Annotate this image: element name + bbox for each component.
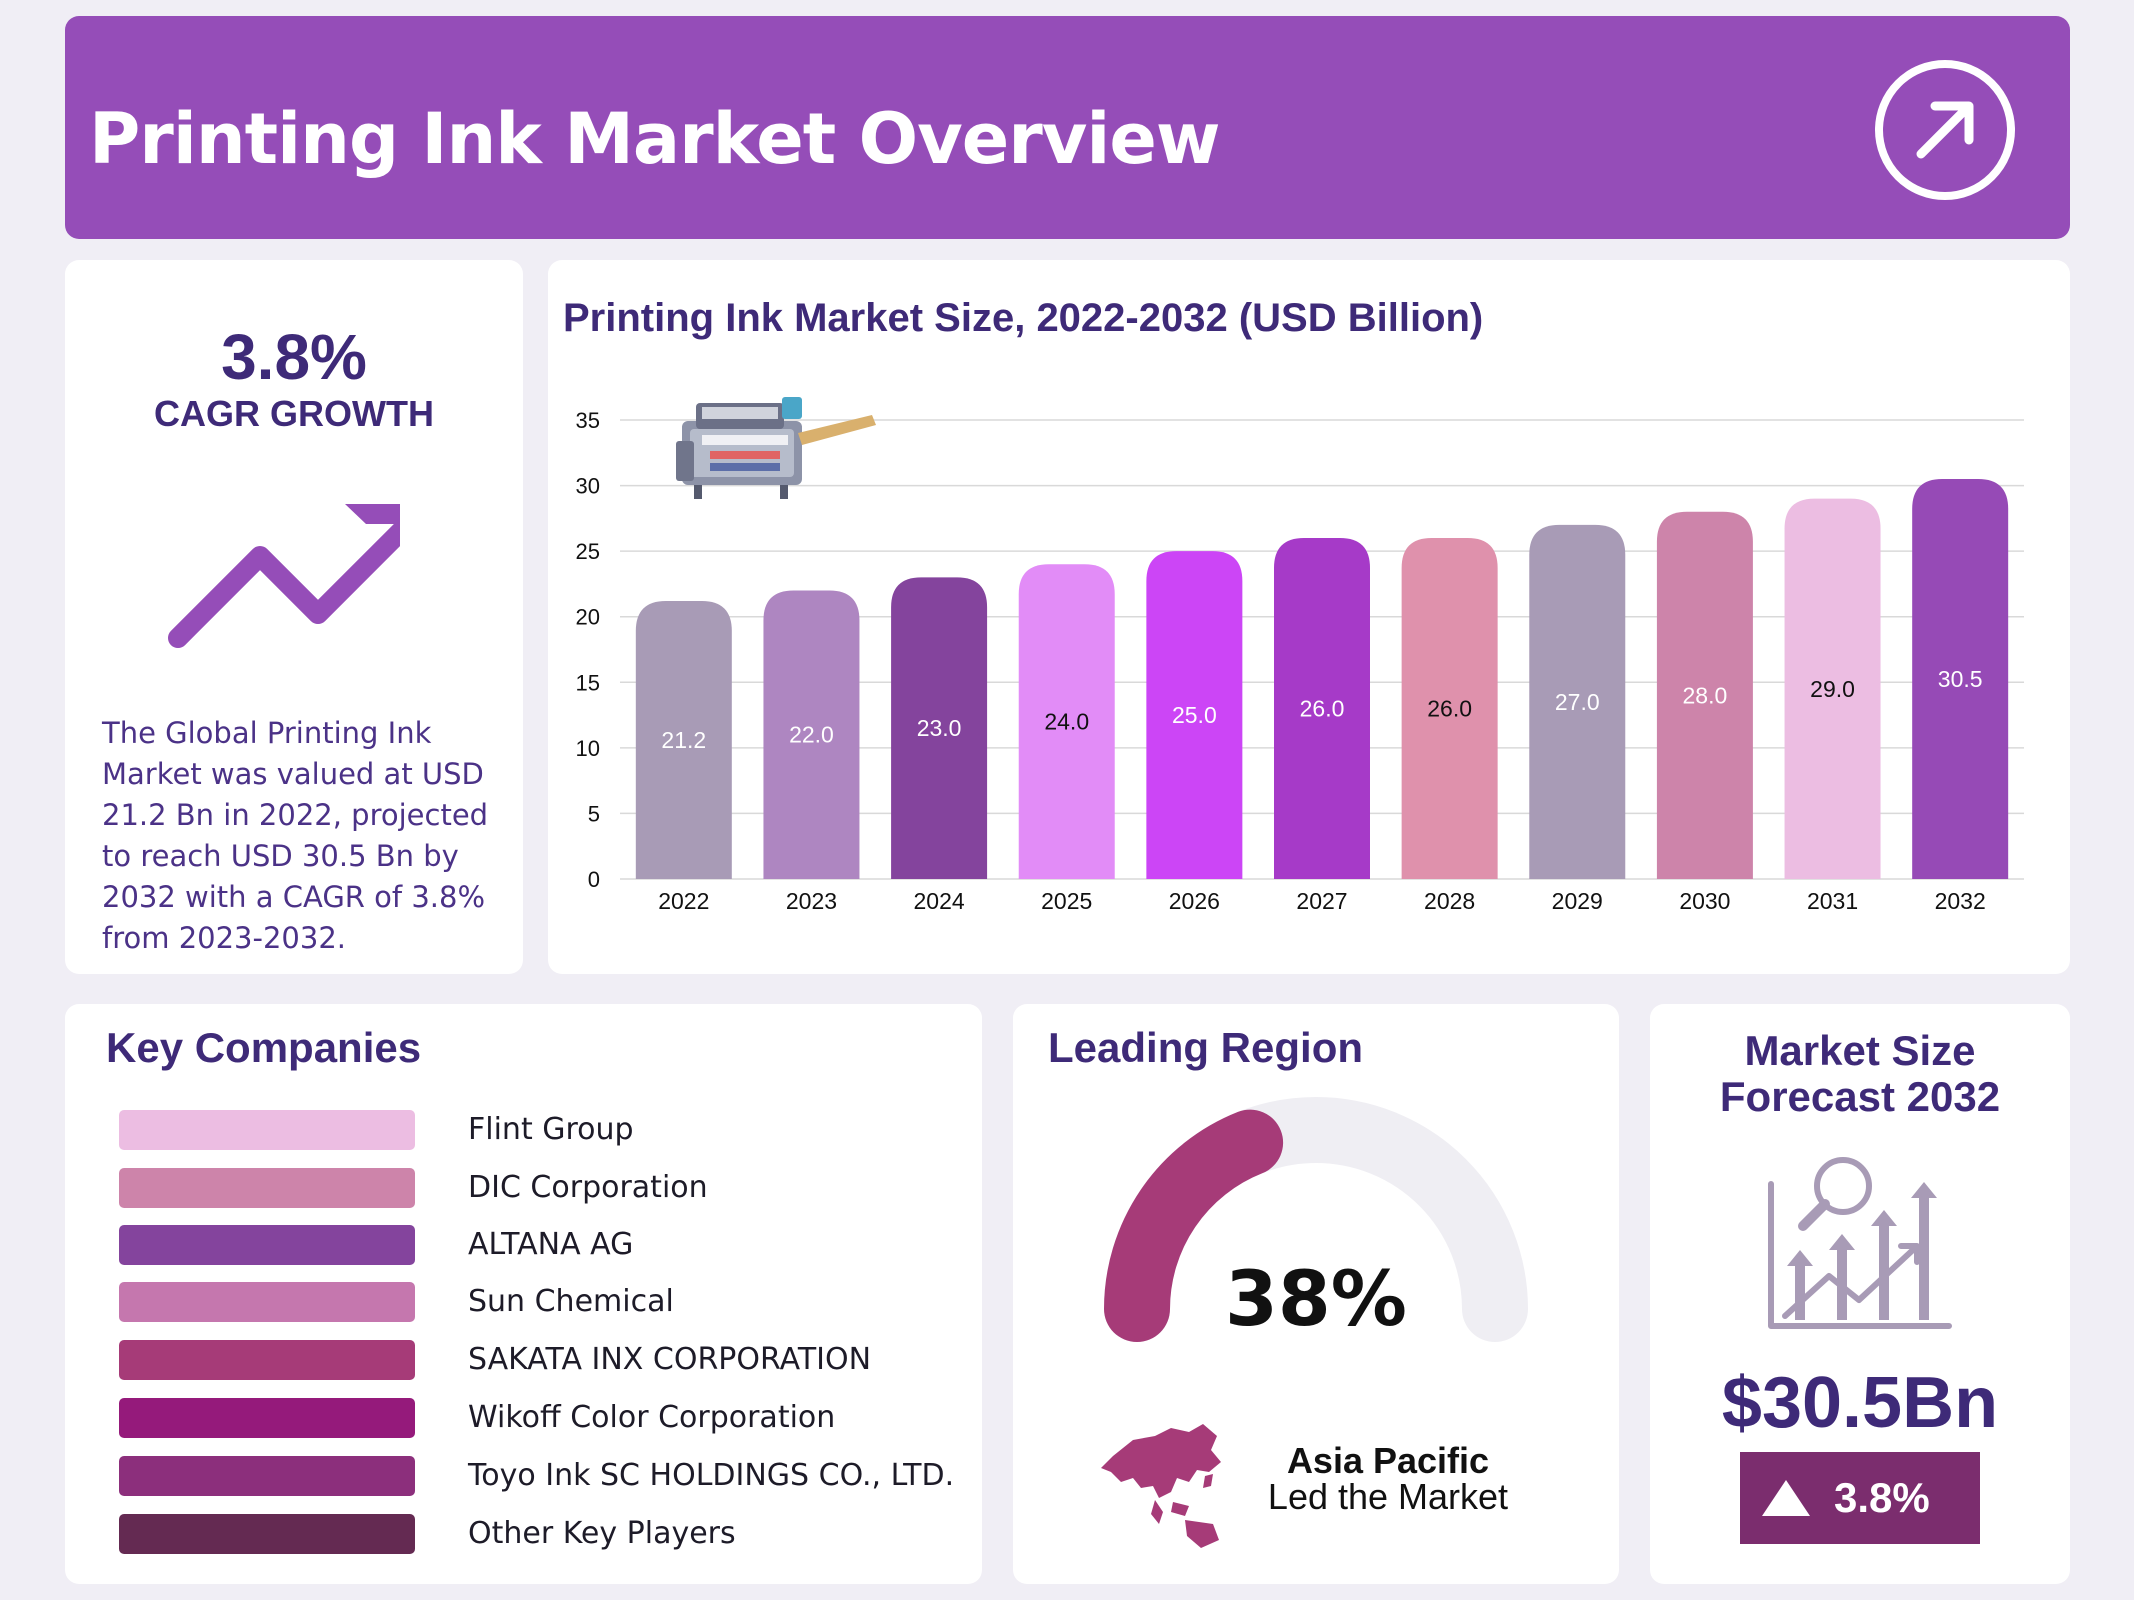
company-name: SAKATA INX CORPORATION [468,1342,872,1377]
company-name: DIC Corporation [468,1170,708,1205]
bar-value-label: 24.0 [1044,709,1089,735]
company-swatch [119,1225,415,1265]
company-name: Other Key Players [468,1516,736,1551]
x-tick-label: 2030 [1679,888,1730,914]
header-banner: Printing Ink Market Overview [65,16,2070,239]
asia-map-icon [1101,1424,1221,1548]
y-tick-label: 15 [576,670,600,695]
y-tick-label: 35 [576,408,600,433]
y-tick-label: 25 [576,539,600,564]
company-swatch [119,1514,415,1554]
page-title: Printing Ink Market Overview [89,98,1221,180]
forecast-value: $30.5Bn [1721,1363,1999,1443]
growth-chart-icon [1768,1157,1952,1329]
bar-2022 [635,600,732,879]
region-share-value: 38% [1225,1254,1407,1343]
bar-value-label: 25.0 [1172,702,1217,728]
region-title: Leading Region [1048,1024,1363,1071]
cagr-card: 3.8% CAGR GROWTH The Global Printing Ink… [65,260,523,974]
bar-value-label: 26.0 [1300,696,1345,722]
region-share-gauge [1104,1097,1528,1342]
chart-title: Printing Ink Market Size, 2022-2032 (USD… [563,296,1484,340]
forecast-title: Market Size Forecast 2032 [1650,1028,2070,1120]
bar-chart: 0510152025303521.2202222.0202323.0202424… [576,397,2024,914]
market-size-chart-card: Printing Ink Market Size, 2022-2032 (USD… [548,260,2070,974]
triangle-up-icon [1762,1480,1810,1516]
y-tick-label: 20 [576,605,600,630]
bar-value-label: 22.0 [789,722,834,748]
growth-value: 3.8% [1834,1474,1930,1521]
company-swatch [119,1456,415,1496]
region-name: Asia Pacific [1286,1440,1490,1481]
x-tick-label: 2027 [1296,888,1347,914]
bar-2031 [1784,498,1881,879]
bar-2030 [1656,511,1753,879]
forecast-title-line1: Market Size [1744,1027,1976,1074]
x-tick-label: 2029 [1552,888,1603,914]
x-tick-label: 2032 [1935,888,1986,914]
key-companies-card: Key Companies Flint Group DIC Corporatio… [65,1004,982,1584]
trend-up-icon [168,504,400,648]
growth-badge: 3.8% [1740,1452,1980,1544]
bar-value-label: 27.0 [1555,689,1600,715]
bar-value-label: 29.0 [1810,676,1855,702]
x-tick-label: 2024 [914,888,965,914]
bar-value-label: 26.0 [1427,696,1472,722]
forecast-title-line2: Forecast 2032 [1719,1073,2001,1120]
x-tick-label: 2023 [786,888,837,914]
x-tick-label: 2028 [1424,888,1475,914]
bar-2028 [1401,538,1498,879]
bar-2023 [763,590,860,879]
bar-value-label: 28.0 [1683,682,1728,708]
y-tick-label: 10 [576,736,600,761]
bar-2032 [1912,479,2009,879]
x-tick-label: 2025 [1041,888,1092,914]
company-swatch [119,1398,415,1438]
bar-2026 [1146,551,1243,879]
company-name: Wikoff Color Corporation [468,1400,836,1435]
x-tick-label: 2031 [1807,888,1858,914]
x-tick-label: 2026 [1169,888,1220,914]
company-swatch [119,1168,415,1208]
y-tick-label: 30 [576,474,600,499]
x-tick-label: 2022 [658,888,709,914]
cagr-value: 3.8% [221,321,367,393]
company-swatch [119,1110,415,1150]
bar-2024 [891,577,988,879]
bar-value-label: 23.0 [917,715,962,741]
company-name: ALTANA AG [468,1227,634,1262]
y-tick-label: 0 [588,867,600,892]
companies-title: Key Companies [106,1024,422,1071]
bar-value-label: 21.2 [661,727,706,753]
company-name: Sun Chemical [468,1284,674,1319]
bar-2027 [1274,538,1370,879]
cagr-label: CAGR GROWTH [154,393,434,434]
arrow-up-right-icon[interactable] [1875,60,2015,200]
company-name: Toyo Ink SC HOLDINGS CO., LTD. [468,1458,955,1493]
bar-value-label: 30.5 [1938,666,1983,692]
company-swatch [119,1340,415,1380]
region-subtitle: Led the Market [1267,1476,1509,1517]
company-name: Flint Group [468,1112,634,1147]
y-tick-label: 5 [588,801,600,826]
bar-2029 [1529,524,1626,879]
cagr-description: The Global Printing Ink Market was value… [102,716,489,955]
leading-region-card: Leading Region 38% Asia Pacific Led the … [1013,1004,1619,1584]
company-swatch [119,1282,415,1322]
market-forecast-card: Market Size Forecast 2032 $30.5Bn 3.8% [1650,1004,2070,1584]
printing-press-icon [676,397,876,499]
bar-2025 [1018,564,1115,879]
